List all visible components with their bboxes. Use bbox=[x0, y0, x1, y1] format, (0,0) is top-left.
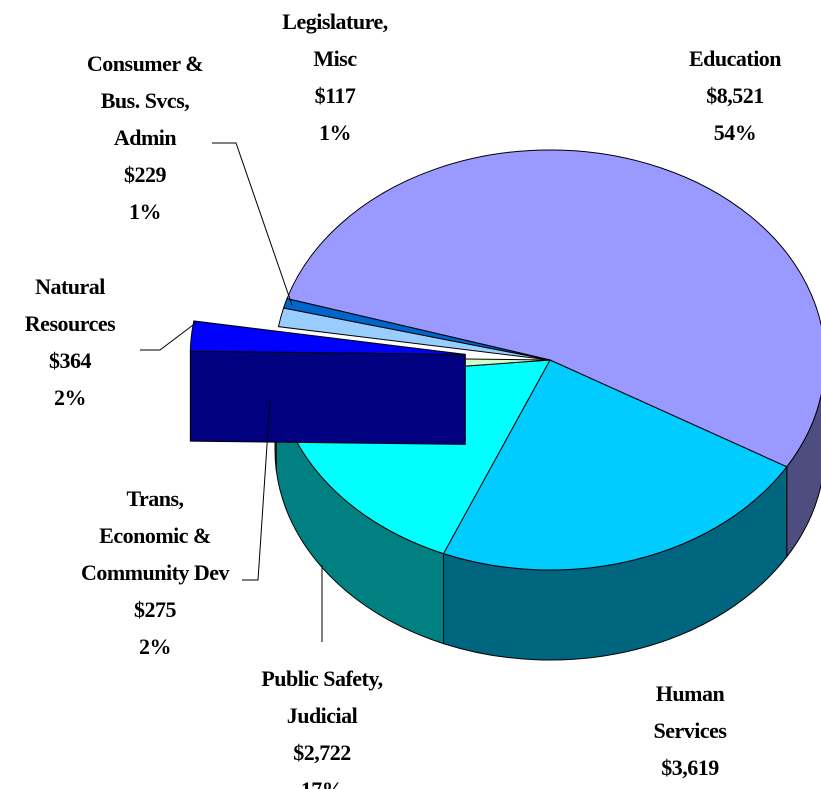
slice bbox=[189, 320, 466, 355]
leader-line bbox=[242, 399, 271, 581]
leader-line bbox=[212, 142, 293, 306]
slices bbox=[189, 149, 821, 661]
percent-label: 2% bbox=[53, 385, 87, 410]
category-label: Public Safety, Judicial bbox=[261, 666, 383, 728]
value-label: $275 bbox=[133, 597, 177, 622]
slice-face bbox=[189, 350, 466, 445]
slice-label: Legislature, Misc $117 1% bbox=[282, 3, 388, 151]
value-label: $229 bbox=[124, 162, 167, 187]
slice-label: Consumer & Bus. Svcs, Admin $229 1% bbox=[86, 45, 204, 230]
category-label: Consumer & Bus. Svcs, Admin bbox=[86, 51, 204, 150]
slice bbox=[282, 298, 551, 361]
percent-label: 54% bbox=[713, 120, 757, 145]
slice-label: Trans, Economic & Community Dev $275 2% bbox=[80, 480, 230, 665]
percent-label: 1% bbox=[129, 199, 162, 224]
slice-label: Public Safety, Judicial $2,722 17% bbox=[261, 660, 383, 789]
percent-label: 2% bbox=[138, 634, 172, 659]
category-label: Human Services bbox=[653, 681, 727, 743]
category-label: Legislature, Misc bbox=[282, 9, 388, 71]
slice-label: Education $8,521 54% bbox=[688, 40, 782, 151]
slice-label: Natural Resources $364 2% bbox=[24, 268, 116, 416]
category-label: Natural Resources bbox=[24, 274, 116, 336]
leader-line bbox=[140, 321, 198, 351]
value-label: $2,722 bbox=[293, 740, 351, 765]
category-label: Trans, Economic & Community Dev bbox=[80, 486, 230, 585]
value-label: $117 bbox=[314, 83, 356, 108]
value-label: $364 bbox=[48, 348, 92, 373]
slice-label: Human Services$3,61923% bbox=[625, 675, 756, 789]
value-label: $8,521 bbox=[706, 83, 764, 108]
slice bbox=[286, 149, 821, 468]
percent-label: 17% bbox=[261, 771, 382, 789]
percent-label: 1% bbox=[318, 120, 352, 145]
category-label: Education bbox=[688, 46, 782, 71]
slice bbox=[442, 359, 788, 571]
value-label: $3,619 bbox=[661, 755, 719, 780]
